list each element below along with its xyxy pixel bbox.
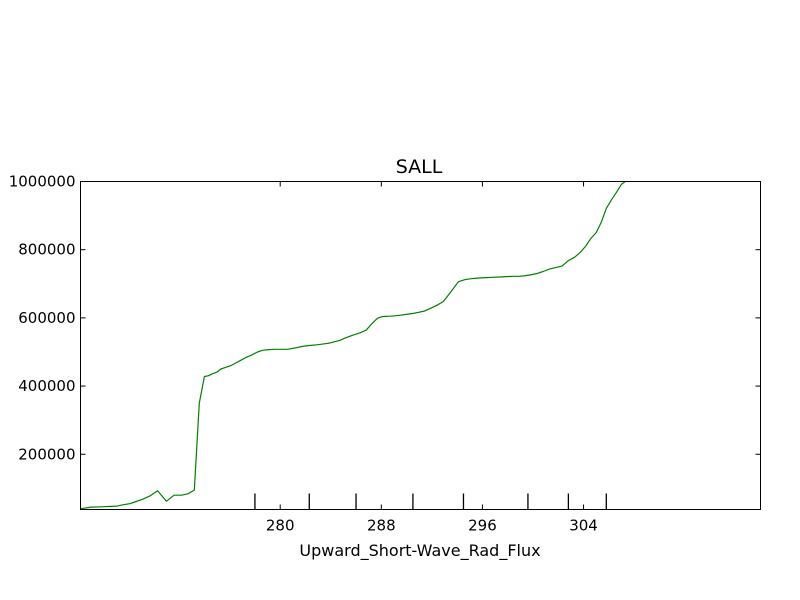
- y-tick-label: 600000: [18, 309, 75, 327]
- x-axis: 280 288 296 304: [254, 181, 607, 535]
- x-axis-label: Upward_Short-Wave_Rad_Flux: [299, 541, 540, 561]
- chart-title: SALL: [396, 156, 443, 178]
- plot-area: [80, 181, 626, 510]
- x-tick-label: 280: [266, 517, 295, 535]
- y-axis: 200000 400000 600000 800000 1000000: [9, 173, 761, 463]
- x-tick-label: 304: [569, 517, 598, 535]
- y-tick-label: 800000: [18, 241, 75, 259]
- x-tick-label: 288: [367, 517, 396, 535]
- y-tick-label: 200000: [18, 445, 75, 463]
- y-tick-label: 1000000: [9, 173, 76, 191]
- series-line: [80, 181, 626, 510]
- x-tick-label: 296: [468, 517, 497, 535]
- plot-frame: [80, 181, 761, 510]
- y-tick-label: 400000: [18, 377, 75, 395]
